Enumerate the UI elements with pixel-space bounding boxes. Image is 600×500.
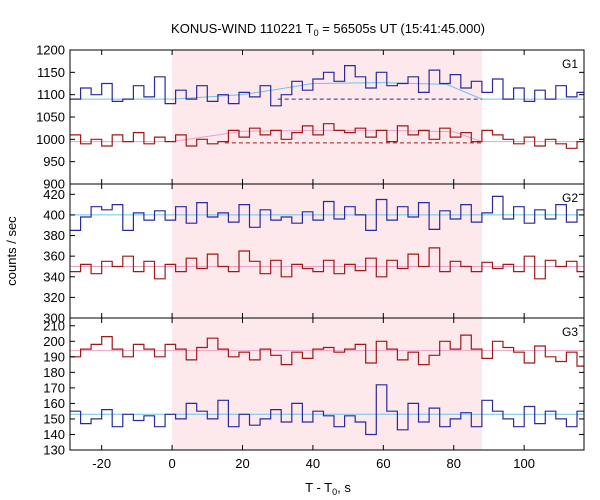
panel-g3-plot-area: [70, 318, 584, 450]
series-step-line: [70, 123, 584, 149]
series-step-line: [70, 334, 584, 367]
x-tick-label: 100: [513, 456, 535, 471]
y-tick-label: 140: [43, 427, 65, 442]
x-tick-label: 20: [235, 456, 249, 471]
panel-label: G2: [562, 191, 578, 205]
x-tick-label: -20: [92, 456, 111, 471]
x-axis-title: T - T0, s: [305, 480, 351, 497]
panel-g1-plot-area: [70, 50, 584, 184]
y-tick-label: 1200: [36, 43, 65, 58]
chart-title: KONUS-WIND 110221 T0 = 56505s UT (15:41:…: [171, 21, 485, 38]
panel-g2-plot-area: [70, 184, 584, 318]
y-tick-label: 420: [43, 187, 65, 202]
panel-label: G1: [562, 57, 578, 71]
y-tick-label: 300: [43, 311, 65, 326]
y-tick-label: 130: [43, 443, 65, 458]
y-tick-label: 180: [43, 365, 65, 380]
series-step-line: [70, 195, 584, 231]
y-tick-label: 380: [43, 228, 65, 243]
x-tick-label: 0: [168, 456, 175, 471]
y-tick-label: 170: [43, 380, 65, 395]
series-step-line: [70, 384, 584, 436]
series-step-line: [70, 65, 584, 107]
y-tick-label: 400: [43, 207, 65, 222]
y-tick-label: 1100: [37, 87, 65, 102]
panel-frame: [69, 317, 585, 451]
y-tick-label: 900: [43, 177, 65, 192]
y-tick-label: 320: [43, 290, 65, 305]
y-tick-label: 160: [43, 396, 65, 411]
x-tick-label: 80: [447, 456, 461, 471]
y-tick-label: 950: [43, 154, 65, 169]
fit-line: [70, 129, 584, 143]
panel-label: G3: [562, 325, 578, 339]
y-tick-label: 340: [43, 269, 65, 284]
y-axis-title: counts / sec: [4, 216, 19, 286]
y-tick-label: 150: [43, 411, 65, 426]
shaded-interval: [172, 184, 482, 318]
y-tick-label: 190: [43, 349, 65, 364]
y-tick-label: 1000: [36, 132, 65, 147]
y-tick-label: 210: [43, 318, 65, 333]
y-tick-label: 1050: [36, 110, 65, 125]
y-tick-label: 200: [43, 334, 65, 349]
series-step-line: [70, 247, 584, 280]
y-tick-label: 1150: [37, 65, 65, 80]
y-tick-label: 360: [43, 249, 65, 264]
x-tick-label: 40: [306, 456, 320, 471]
shaded-interval: [172, 318, 482, 450]
x-tick-label: 60: [376, 456, 390, 471]
